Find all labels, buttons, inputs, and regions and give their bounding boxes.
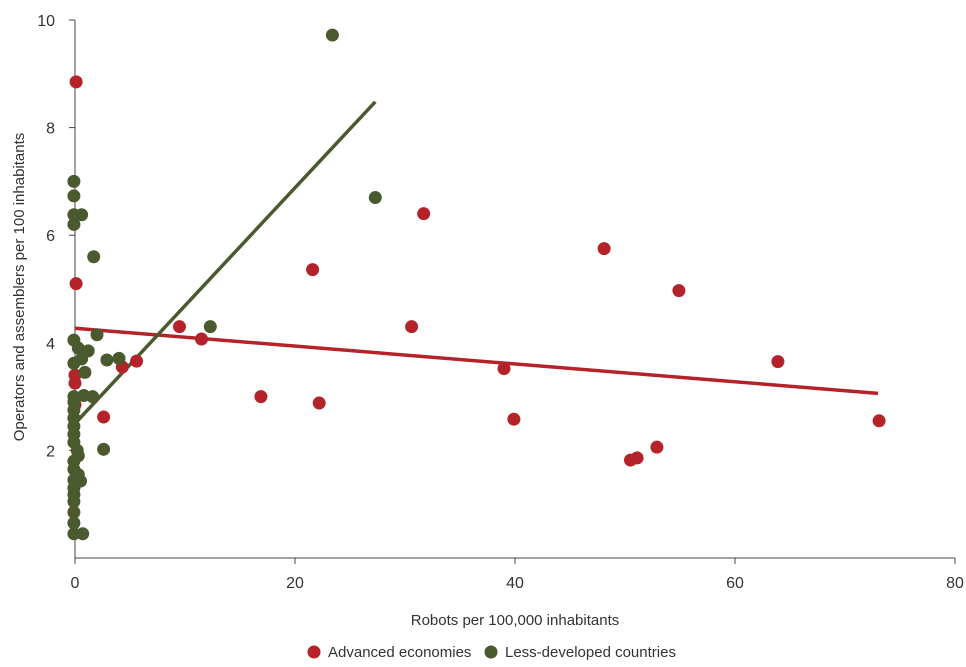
legend: Advanced economies Less-developed countri… <box>307 644 676 661</box>
point-less-developed-countries <box>67 356 81 370</box>
point-less-developed-countries <box>100 353 114 367</box>
point-less-developed-countries <box>87 250 101 264</box>
point-advanced-economies <box>97 410 111 424</box>
point-advanced-economies <box>195 332 208 346</box>
point-less-developed-countries <box>97 442 111 456</box>
y-axis-label: Operators and assemblers per 100 inhabit… <box>11 133 28 442</box>
y-tick-label: 4 <box>46 336 55 353</box>
data-points <box>67 28 886 541</box>
point-advanced-economies <box>405 320 419 334</box>
legend-label-advanced-economies: Advanced economies <box>328 644 471 661</box>
point-advanced-economies <box>497 362 511 376</box>
point-less-developed-countries <box>67 495 81 509</box>
point-advanced-economies <box>771 355 785 369</box>
point-advanced-economies <box>312 396 326 410</box>
point-advanced-economies <box>597 242 611 256</box>
point-advanced-economies <box>69 277 83 291</box>
x-tick-label: 20 <box>286 575 304 592</box>
point-less-developed-countries <box>368 191 382 205</box>
point-advanced-economies <box>672 284 686 298</box>
point-advanced-economies <box>69 75 83 89</box>
point-less-developed-countries <box>78 365 92 379</box>
trend-lines <box>73 100 879 425</box>
point-advanced-economies <box>507 412 521 426</box>
point-less-developed-countries <box>325 28 339 42</box>
point-less-developed-countries <box>86 390 100 404</box>
tick-labels: 0 20 40 60 80 2 4 6 8 10 <box>37 13 964 592</box>
point-less-developed-countries <box>75 208 89 222</box>
point-advanced-economies <box>68 376 82 390</box>
y-tick-label: 6 <box>46 228 55 245</box>
point-less-developed-countries <box>112 351 126 365</box>
x-tick-label: 0 <box>71 575 80 592</box>
x-tick-label: 60 <box>726 575 744 592</box>
legend-label-less-developed-countries: Less-developed countries <box>505 644 676 661</box>
legend-marker-advanced-economies <box>307 645 321 659</box>
point-advanced-economies <box>130 354 144 368</box>
y-tick-label: 2 <box>46 443 55 460</box>
point-less-developed-countries <box>67 174 81 188</box>
point-less-developed-countries <box>90 328 104 342</box>
point-less-developed-countries <box>203 320 217 334</box>
point-advanced-economies <box>173 320 186 334</box>
point-advanced-economies <box>417 207 431 221</box>
point-advanced-economies <box>872 414 886 428</box>
y-tick-label: 10 <box>37 13 55 30</box>
point-advanced-economies <box>650 440 664 454</box>
point-less-developed-countries <box>67 516 81 530</box>
point-less-developed-countries <box>67 505 81 519</box>
point-less-developed-countries <box>71 341 85 355</box>
point-advanced-economies <box>254 390 268 404</box>
point-less-developed-countries <box>76 527 90 541</box>
legend-marker-less-developed-countries <box>484 645 498 659</box>
x-tick-label: 80 <box>946 575 964 592</box>
point-advanced-economies <box>630 451 644 465</box>
trend-line-less-developed-countries <box>73 100 377 425</box>
trend-line-advanced-economies <box>74 326 879 396</box>
point-advanced-economies <box>306 263 320 277</box>
x-axis-label: Robots per 100,000 inhabitants <box>411 612 619 629</box>
point-less-developed-countries <box>67 189 81 203</box>
axes <box>69 19 956 564</box>
point-less-developed-countries <box>67 217 81 231</box>
y-tick-label: 8 <box>46 121 55 138</box>
x-tick-label: 40 <box>506 575 524 592</box>
